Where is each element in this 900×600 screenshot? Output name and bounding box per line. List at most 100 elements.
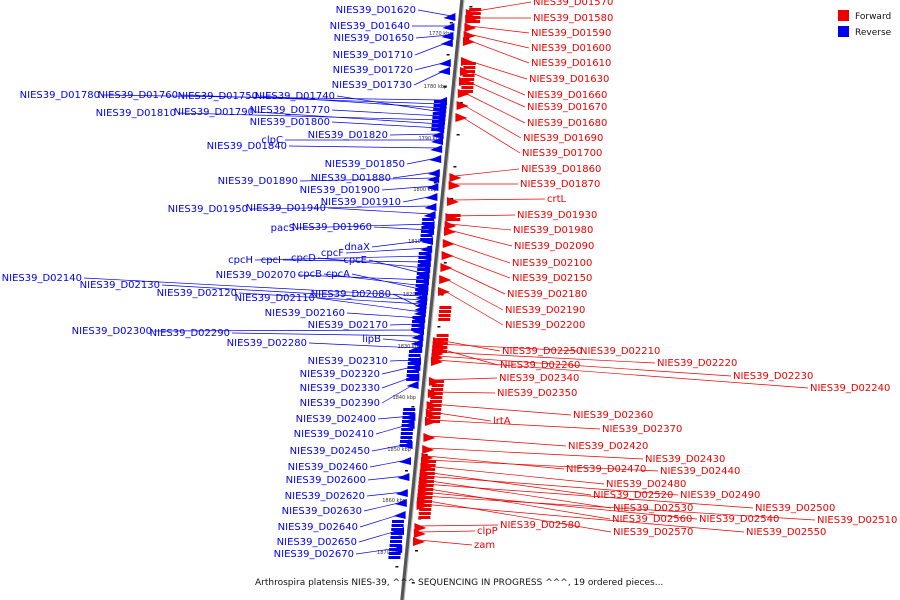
forward-gene-label[interactable]: NIES39_D02260 bbox=[500, 360, 580, 371]
forward-gene-label[interactable]: zam bbox=[474, 540, 495, 551]
reverse-gene-label[interactable]: NIES39_D01780 bbox=[20, 90, 100, 101]
reverse-gene-block[interactable] bbox=[434, 100, 446, 103]
reverse-gene-label[interactable]: NIES39_D02620 bbox=[285, 491, 365, 502]
forward-gene-block[interactable] bbox=[438, 318, 451, 321]
reverse-gene-label[interactable]: NIES39_D01770 bbox=[250, 105, 330, 116]
reverse-gene-label[interactable]: NIES39_D02400 bbox=[296, 414, 376, 425]
forward-gene-block[interactable] bbox=[436, 338, 449, 341]
reverse-gene-block[interactable] bbox=[431, 124, 444, 127]
forward-gene-label[interactable]: NIES39_D02580 bbox=[500, 520, 580, 531]
reverse-gene-block[interactable] bbox=[418, 256, 431, 259]
reverse-gene-block[interactable] bbox=[400, 432, 413, 435]
reverse-gene-block[interactable] bbox=[389, 548, 402, 551]
reverse-gene-label[interactable]: NIES39_D02080 bbox=[311, 289, 391, 300]
reverse-gene-label[interactable]: lipB bbox=[362, 334, 381, 345]
reverse-gene-label[interactable]: NIES39_D02640 bbox=[278, 522, 358, 533]
reverse-gene-label[interactable]: NIES39_D02110 bbox=[235, 293, 315, 304]
reverse-gene-label[interactable]: NIES39_D01900 bbox=[300, 185, 380, 196]
forward-gene-block[interactable] bbox=[421, 484, 434, 487]
reverse-gene-block[interactable] bbox=[412, 320, 424, 323]
reverse-gene-block[interactable] bbox=[406, 378, 419, 381]
forward-gene-label[interactable]: NIES39_D01600 bbox=[531, 43, 611, 54]
forward-gene-label[interactable]: NIES39_D01580 bbox=[533, 13, 613, 24]
forward-gene-arrow[interactable] bbox=[463, 37, 475, 46]
forward-gene-arrow[interactable] bbox=[448, 181, 461, 190]
forward-gene-label[interactable]: NIES39_D02480 bbox=[606, 479, 686, 490]
forward-gene-arrow[interactable] bbox=[455, 113, 468, 122]
forward-gene-label[interactable]: NIES39_D02370 bbox=[602, 424, 682, 435]
forward-gene-block[interactable] bbox=[463, 66, 476, 69]
reverse-gene-label[interactable]: NIES39_D01890 bbox=[218, 176, 298, 187]
reverse-gene-label[interactable]: NIES39_D01960 bbox=[292, 222, 372, 233]
forward-gene-arrow[interactable] bbox=[463, 31, 476, 40]
forward-gene-label[interactable]: NIES39_D01590 bbox=[531, 28, 611, 39]
forward-gene-block[interactable] bbox=[432, 380, 444, 383]
reverse-gene-label[interactable]: NIES39_D01740 bbox=[255, 91, 335, 102]
forward-gene-label[interactable]: NIES39_D01870 bbox=[520, 179, 600, 190]
reverse-gene-block[interactable] bbox=[407, 362, 420, 365]
reverse-gene-label[interactable]: NIES39_D01620 bbox=[336, 5, 416, 16]
reverse-gene-block[interactable] bbox=[420, 234, 433, 237]
reverse-gene-arrow[interactable] bbox=[443, 13, 456, 21]
reverse-gene-block[interactable] bbox=[401, 424, 414, 427]
reverse-gene-label[interactable]: NIES39_D02320 bbox=[300, 369, 380, 380]
forward-gene-arrow[interactable] bbox=[413, 537, 425, 546]
forward-gene-block[interactable] bbox=[461, 90, 473, 93]
reverse-gene-block[interactable] bbox=[433, 108, 446, 111]
reverse-gene-block[interactable] bbox=[416, 276, 429, 279]
forward-gene-block[interactable] bbox=[435, 346, 448, 349]
reverse-gene-label[interactable]: NIES39_D02670 bbox=[274, 549, 354, 560]
forward-gene-arrow[interactable] bbox=[422, 445, 435, 454]
reverse-gene-block[interactable] bbox=[432, 112, 445, 115]
reverse-gene-arrow[interactable] bbox=[420, 245, 433, 253]
reverse-gene-arrow[interactable] bbox=[425, 193, 438, 201]
forward-gene-label[interactable]: NIES39_D02340 bbox=[499, 373, 579, 384]
forward-gene-arrow[interactable] bbox=[441, 251, 454, 260]
reverse-gene-block[interactable] bbox=[389, 544, 402, 547]
reverse-gene-block[interactable] bbox=[411, 324, 424, 327]
forward-gene-arrow[interactable] bbox=[444, 221, 457, 230]
reverse-gene-block[interactable] bbox=[417, 268, 430, 271]
reverse-gene-block[interactable] bbox=[403, 408, 416, 411]
forward-gene-block[interactable] bbox=[420, 500, 432, 503]
forward-gene-block[interactable] bbox=[428, 420, 440, 423]
forward-gene-block[interactable] bbox=[469, 8, 482, 11]
reverse-gene-block[interactable] bbox=[421, 230, 433, 233]
reverse-gene-block[interactable] bbox=[431, 128, 444, 131]
reverse-gene-label[interactable]: NIES39_D01850 bbox=[325, 159, 405, 170]
reverse-gene-arrow[interactable] bbox=[394, 499, 407, 507]
forward-gene-block[interactable] bbox=[420, 496, 433, 499]
reverse-gene-block[interactable] bbox=[400, 440, 412, 443]
forward-gene-arrow[interactable] bbox=[439, 275, 452, 284]
forward-gene-block[interactable] bbox=[423, 468, 436, 471]
forward-gene-label[interactable]: NIES39_D02500 bbox=[755, 503, 835, 514]
forward-gene-label[interactable]: lrtA bbox=[493, 416, 511, 427]
reverse-gene-arrow[interactable] bbox=[397, 473, 410, 481]
reverse-gene-block[interactable] bbox=[402, 420, 414, 423]
reverse-gene-label[interactable]: NIES39_D01840 bbox=[207, 141, 287, 152]
forward-gene-arrow[interactable] bbox=[413, 529, 426, 538]
forward-gene-label[interactable]: NIES39_D02350 bbox=[497, 388, 577, 399]
reverse-gene-label[interactable]: NIES39_D02290 bbox=[150, 328, 230, 339]
forward-gene-block[interactable] bbox=[422, 476, 435, 479]
forward-gene-label[interactable]: NIES39_D02100 bbox=[512, 258, 592, 269]
forward-gene-label[interactable]: NIES39_D02420 bbox=[568, 441, 648, 452]
reverse-gene-block[interactable] bbox=[390, 540, 402, 543]
reverse-gene-label[interactable]: NIES39_D02070 bbox=[216, 270, 296, 281]
reverse-gene-block[interactable] bbox=[421, 222, 434, 225]
forward-gene-block[interactable] bbox=[436, 334, 449, 337]
forward-gene-label[interactable]: NIES39_D02430 bbox=[645, 454, 725, 465]
reverse-gene-label[interactable]: NIES39_D02120 bbox=[157, 288, 237, 299]
forward-gene-block[interactable] bbox=[462, 78, 475, 81]
forward-gene-block[interactable] bbox=[461, 82, 474, 85]
reverse-gene-block[interactable] bbox=[421, 226, 434, 229]
reverse-gene-block[interactable] bbox=[388, 556, 401, 559]
reverse-gene-block[interactable] bbox=[418, 252, 431, 255]
forward-gene-label[interactable]: NIES39_D02090 bbox=[514, 241, 594, 252]
forward-gene-label[interactable]: NIES39_D02250 bbox=[502, 346, 582, 357]
reverse-gene-block[interactable] bbox=[407, 370, 419, 373]
reverse-gene-block[interactable] bbox=[408, 354, 421, 357]
reverse-gene-block[interactable] bbox=[388, 552, 401, 555]
reverse-gene-block[interactable] bbox=[401, 428, 414, 431]
forward-gene-label[interactable]: NIES39_D02440 bbox=[660, 466, 740, 477]
